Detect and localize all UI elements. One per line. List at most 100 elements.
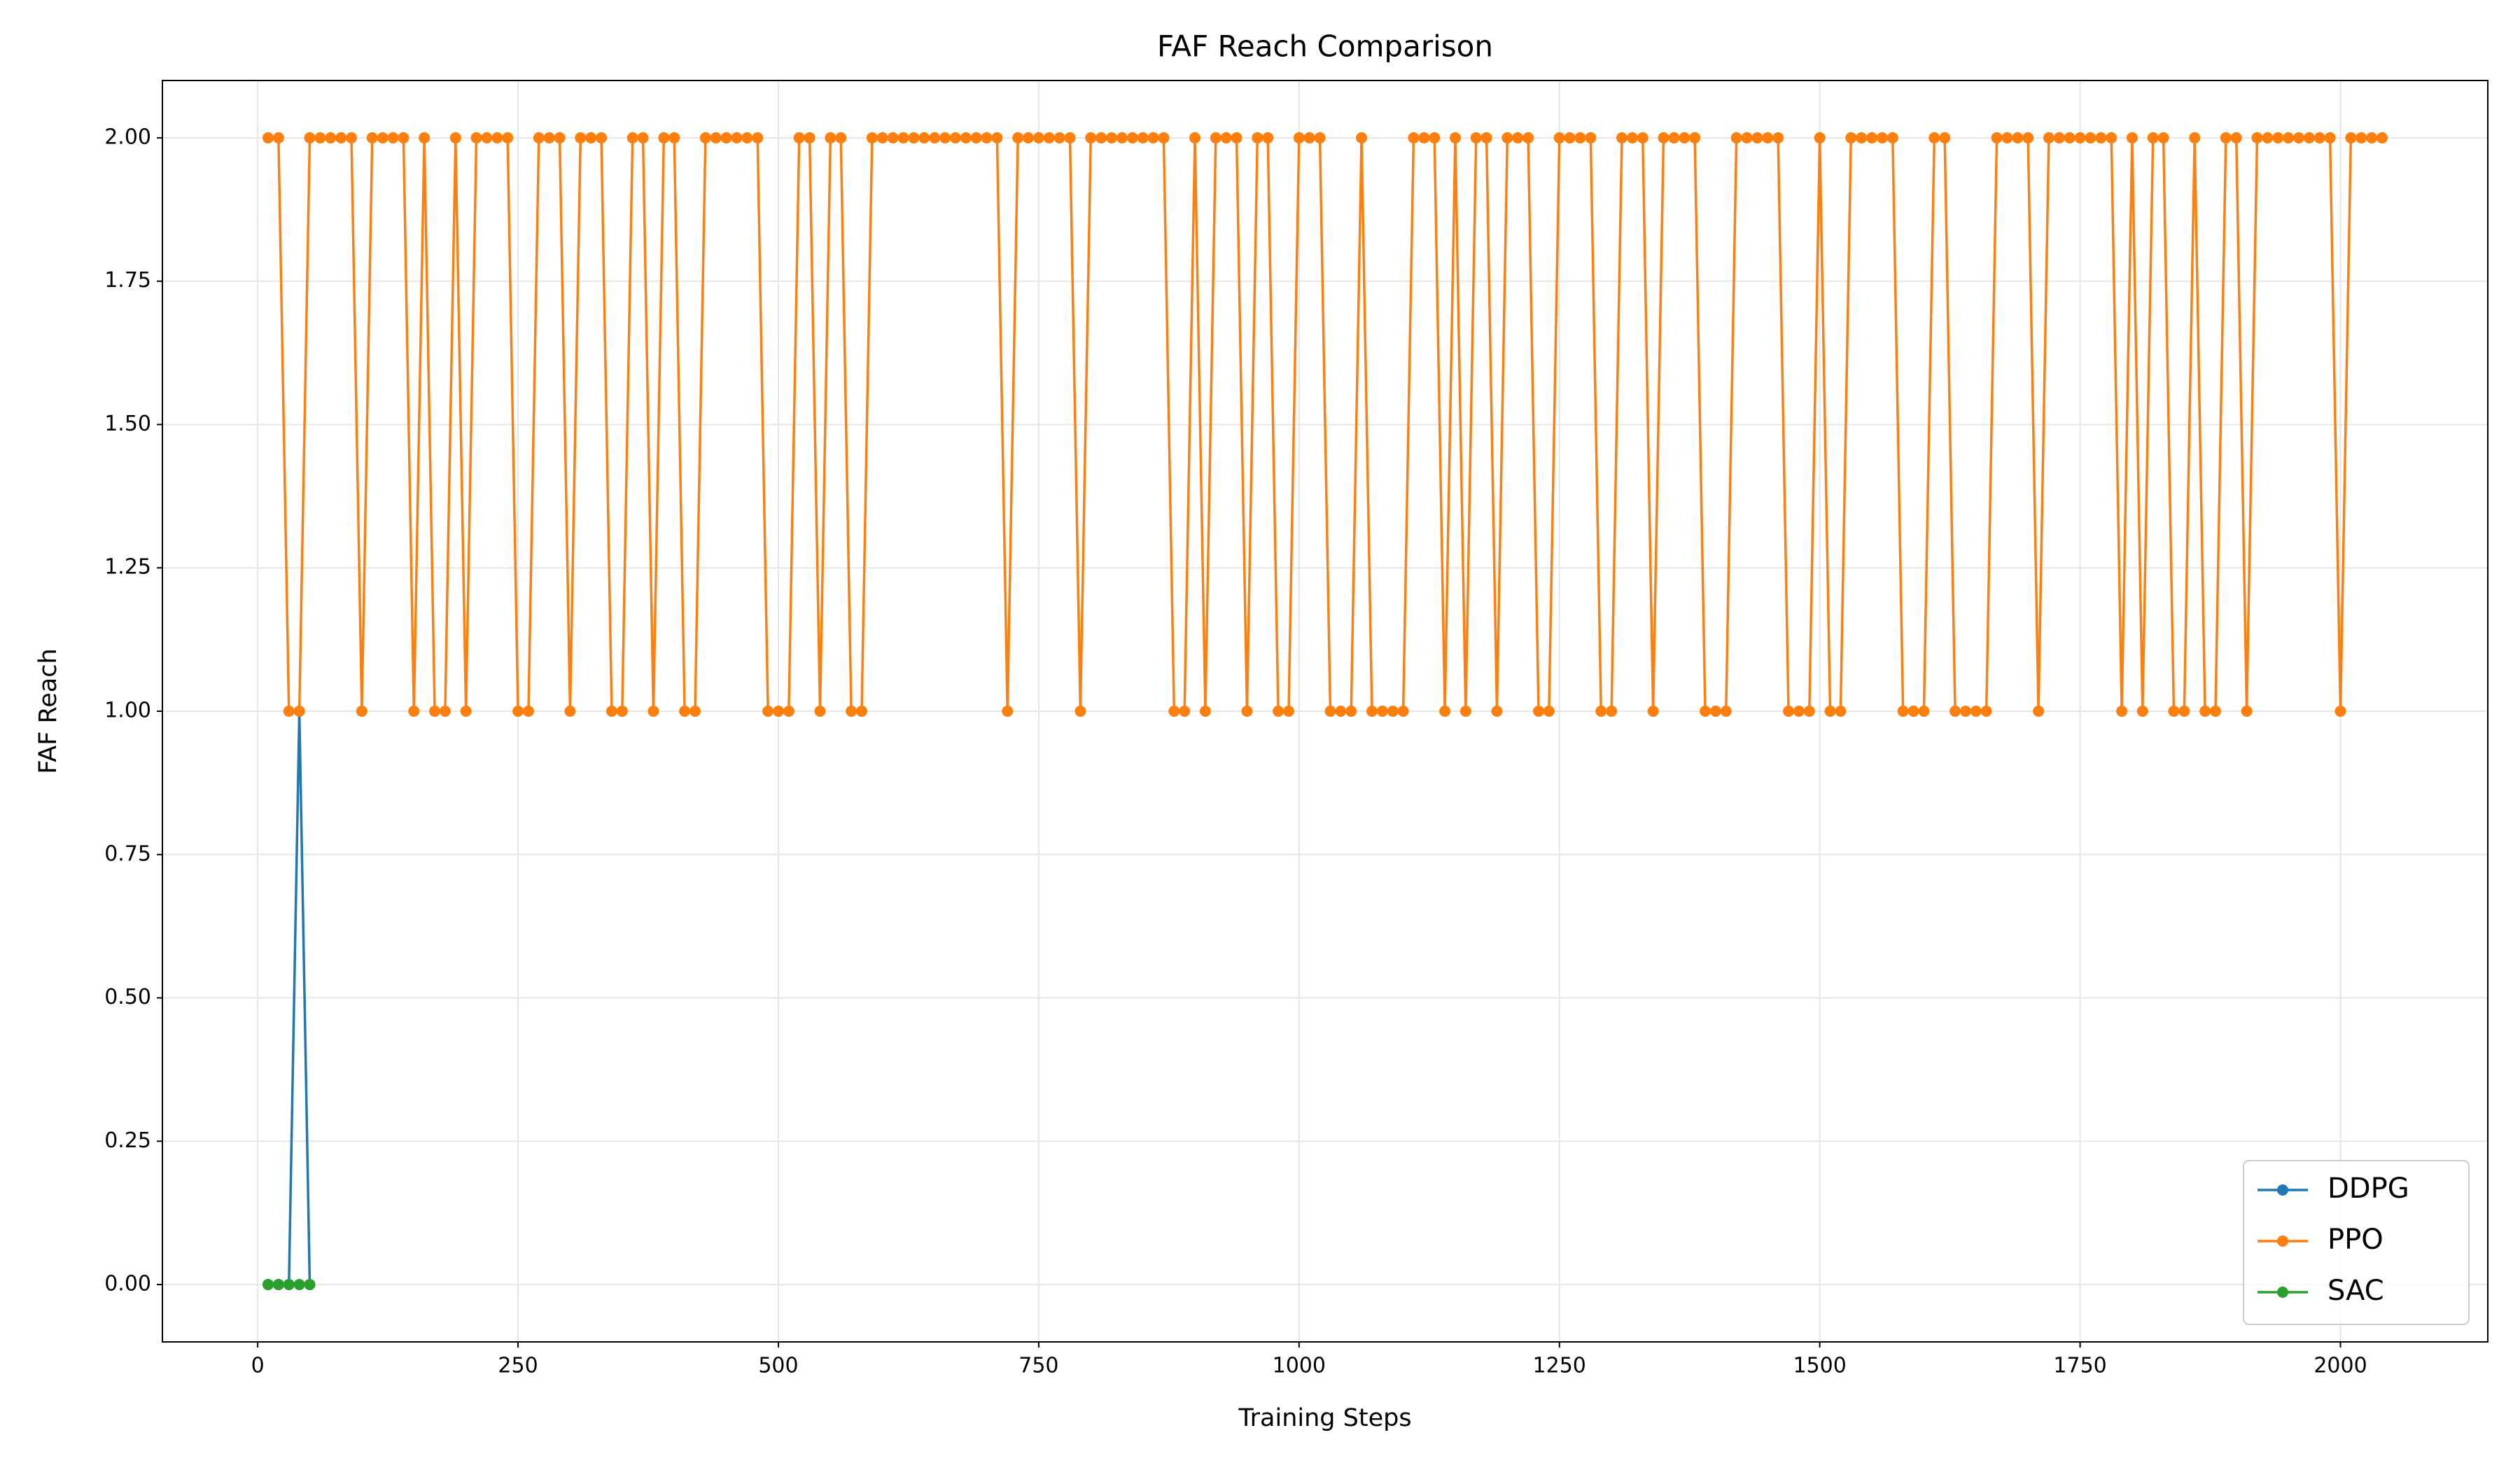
data-point (2303, 132, 2315, 144)
data-point (460, 706, 472, 717)
data-point (293, 1279, 305, 1291)
data-point (2356, 132, 2367, 144)
data-point (512, 706, 524, 717)
data-point (1512, 132, 1524, 144)
x-tick-label: 500 (758, 1354, 798, 1378)
data-point (637, 132, 649, 144)
data-point (1647, 706, 1659, 717)
data-point (314, 132, 326, 144)
data-point (1949, 706, 1961, 717)
data-point (1032, 132, 1044, 144)
data-point (1345, 706, 1357, 717)
data-point (1679, 132, 1690, 144)
data-point (1179, 706, 1191, 717)
legend-marker (2277, 1287, 2288, 1298)
data-point (741, 132, 753, 144)
data-point (398, 132, 410, 144)
data-point (554, 132, 566, 144)
data-point (1532, 706, 1544, 717)
data-point (1273, 706, 1284, 717)
data-point (1626, 132, 1638, 144)
data-point (1772, 132, 1784, 144)
data-point (1074, 706, 1086, 717)
y-tick-label: 0.25 (104, 1128, 151, 1153)
data-point (596, 132, 608, 144)
data-point (835, 132, 847, 144)
data-point (772, 706, 784, 717)
data-point (2209, 706, 2221, 717)
data-point (1158, 132, 1170, 144)
data-point (2292, 132, 2304, 144)
data-point (1002, 706, 1014, 717)
data-point (2126, 132, 2138, 144)
data-point (1866, 132, 1878, 144)
data-point (1897, 706, 1909, 717)
data-point (449, 132, 461, 144)
data-point (1502, 132, 1513, 144)
data-point (1814, 132, 1826, 144)
data-point (522, 706, 534, 717)
data-point (2251, 132, 2263, 144)
data-point (2022, 132, 2034, 144)
data-point (575, 132, 587, 144)
data-point (1220, 132, 1232, 144)
data-point (272, 1279, 284, 1291)
data-point (1803, 706, 1815, 717)
y-tick-label: 1.75 (104, 268, 151, 293)
data-point (408, 706, 420, 717)
data-point (1762, 132, 1774, 144)
data-point (1751, 132, 1763, 144)
data-point (1460, 706, 1471, 717)
data-point (1668, 132, 1680, 144)
legend-label: PPO (2328, 1224, 2384, 1256)
data-point (262, 1279, 274, 1291)
data-point (616, 706, 628, 717)
data-point (2189, 132, 2201, 144)
data-point (887, 132, 899, 144)
data-point (1959, 706, 1971, 717)
chart-title: FAF Reach Comparison (1157, 29, 1493, 64)
data-point (1137, 132, 1149, 144)
data-point (2136, 706, 2148, 717)
data-point (2147, 132, 2159, 144)
data-point (1616, 132, 1628, 144)
y-tick-label: 0.75 (104, 841, 151, 866)
legend-label: SAC (2328, 1275, 2384, 1307)
data-point (533, 132, 545, 144)
data-point (283, 1279, 295, 1291)
data-point (1282, 706, 1294, 717)
data-point (814, 706, 826, 717)
data-point (1470, 132, 1482, 144)
data-point (1918, 706, 1930, 717)
data-point (419, 132, 430, 144)
data-point (2334, 706, 2346, 717)
data-point (668, 132, 680, 144)
data-point (1991, 132, 2003, 144)
y-tick-label: 0.50 (104, 985, 151, 1009)
data-point (658, 132, 670, 144)
data-point (1939, 132, 1951, 144)
data-point (1491, 706, 1503, 717)
data-point (1845, 132, 1857, 144)
data-point (2241, 706, 2253, 717)
data-point (1783, 706, 1795, 717)
y-tick-label: 1.00 (104, 699, 151, 723)
data-point (1064, 132, 1076, 144)
data-point (1023, 132, 1035, 144)
data-point (825, 132, 836, 144)
data-point (2345, 132, 2357, 144)
data-point (2230, 132, 2242, 144)
data-point (2033, 706, 2045, 717)
data-point (1096, 132, 1107, 144)
data-point (1980, 706, 1992, 717)
x-axis-label: Training Steps (1238, 1404, 1411, 1432)
x-tick-label: 2000 (2314, 1354, 2367, 1378)
data-point (325, 132, 337, 144)
data-point (1907, 706, 1919, 717)
data-point (1054, 132, 1065, 144)
data-point (304, 132, 316, 144)
data-point (1824, 706, 1836, 717)
data-point (304, 1279, 316, 1291)
data-point (1199, 706, 1211, 717)
data-point (2085, 132, 2096, 144)
